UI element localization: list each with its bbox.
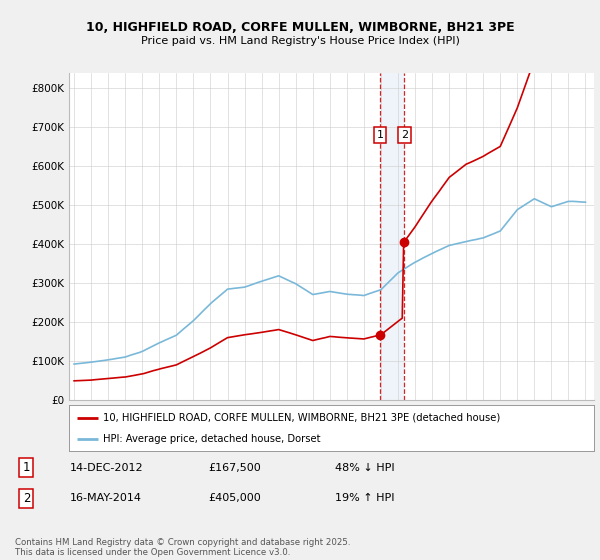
Text: 10, HIGHFIELD ROAD, CORFE MULLEN, WIMBORNE, BH21 3PE (detached house): 10, HIGHFIELD ROAD, CORFE MULLEN, WIMBOR… (103, 413, 500, 423)
Text: £405,000: £405,000 (208, 493, 260, 503)
Text: 19% ↑ HPI: 19% ↑ HPI (335, 493, 394, 503)
Text: 10, HIGHFIELD ROAD, CORFE MULLEN, WIMBORNE, BH21 3PE: 10, HIGHFIELD ROAD, CORFE MULLEN, WIMBOR… (86, 21, 514, 34)
Text: 1: 1 (377, 130, 384, 140)
Text: Contains HM Land Registry data © Crown copyright and database right 2025.
This d: Contains HM Land Registry data © Crown c… (15, 538, 350, 557)
Text: 2: 2 (23, 492, 30, 505)
Text: £167,500: £167,500 (208, 463, 260, 473)
Text: HPI: Average price, detached house, Dorset: HPI: Average price, detached house, Dors… (103, 435, 320, 444)
Text: 48% ↓ HPI: 48% ↓ HPI (335, 463, 394, 473)
Text: Price paid vs. HM Land Registry's House Price Index (HPI): Price paid vs. HM Land Registry's House … (140, 36, 460, 46)
Text: 2: 2 (401, 130, 408, 140)
Text: 14-DEC-2012: 14-DEC-2012 (70, 463, 143, 473)
Bar (380, 73, 404, 400)
Text: 16-MAY-2014: 16-MAY-2014 (70, 493, 142, 503)
Text: 1: 1 (23, 461, 30, 474)
